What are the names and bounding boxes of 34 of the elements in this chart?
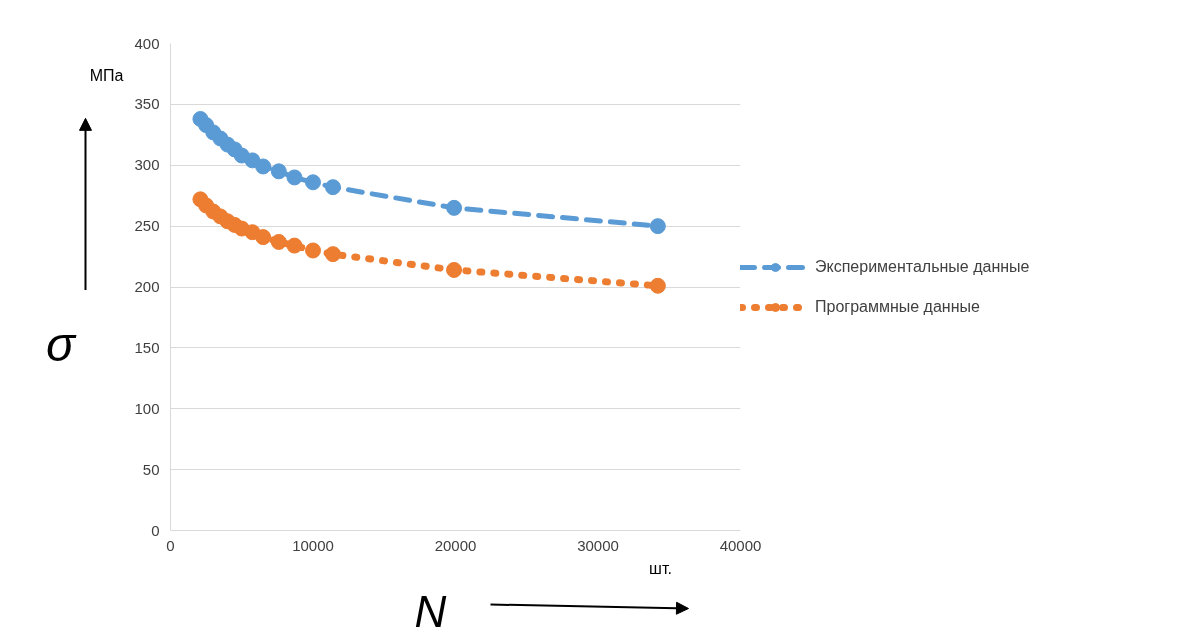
x-axis-title: N (414, 587, 447, 636)
point (270, 233, 287, 250)
x-tick-label: 0 (166, 536, 175, 554)
point (286, 169, 303, 186)
point (305, 242, 321, 259)
point (286, 237, 303, 254)
y-tick-label: 400 (134, 34, 160, 52)
point (324, 179, 341, 196)
y-tick-label: 200 (134, 278, 160, 295)
point (255, 229, 272, 246)
point (649, 218, 666, 235)
y-tick-label: 250 (134, 217, 160, 235)
point (324, 246, 341, 263)
y-axis-title: σ (46, 318, 78, 372)
point (305, 174, 321, 191)
legend-label: Экспериментальные данные (815, 257, 1030, 276)
x-tick-label: 30000 (577, 536, 619, 554)
text: МПа (89, 66, 124, 84)
point (649, 277, 666, 294)
text: шт. (649, 560, 672, 577)
y-tick-label: 150 (134, 338, 160, 356)
x-tick-label: 10000 (292, 536, 334, 554)
y-tick-label: 350 (134, 95, 160, 113)
y-tick-label: 0 (151, 521, 160, 539)
point (446, 199, 463, 216)
x-tick-label: 20000 (434, 536, 477, 554)
y-tick-label: 50 (142, 460, 160, 478)
legend-label: Программные данные (815, 297, 980, 316)
point (270, 163, 287, 180)
y-tick-label: 100 (134, 399, 160, 417)
point (446, 261, 463, 278)
x-tick-label: 40000 (719, 536, 762, 554)
y-tick-label: 300 (134, 156, 160, 174)
point (255, 158, 272, 175)
